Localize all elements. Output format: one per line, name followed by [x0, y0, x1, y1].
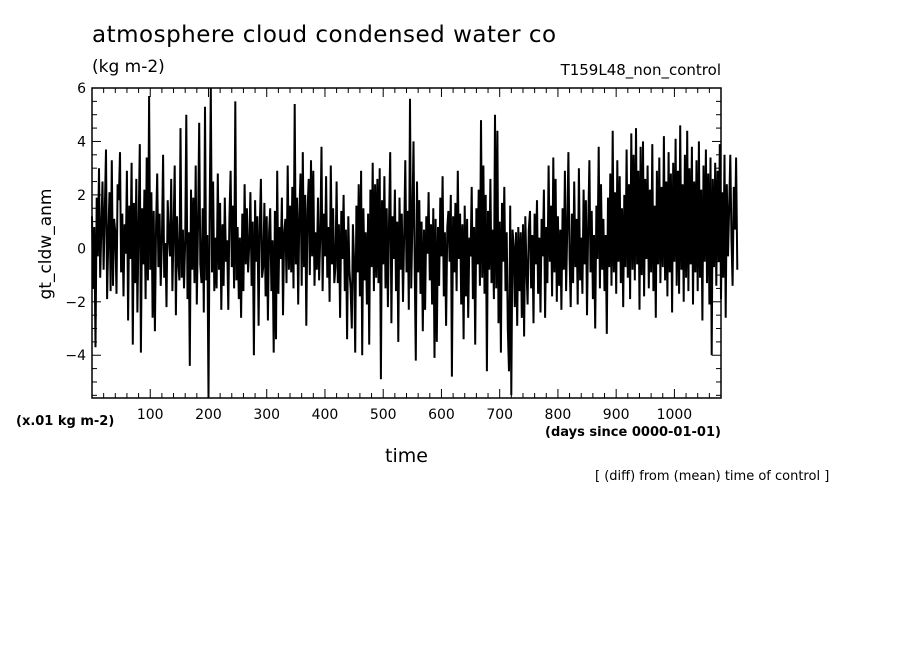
y-tick-label: −2 — [65, 295, 86, 311]
x-tick-label: 600 — [428, 407, 455, 423]
x-tick-label: 100 — [137, 407, 164, 423]
y-tick-label: 0 — [77, 241, 86, 257]
y-tick-label: 2 — [77, 188, 86, 204]
run-label: T159L48_non_control — [560, 61, 721, 79]
y-tick-label: 4 — [77, 134, 86, 150]
y-tick-label: −4 — [65, 348, 86, 364]
chart-title: atmosphere cloud condensed water co — [92, 22, 557, 48]
y-scale-label: (x.01 kg m-2) — [16, 414, 115, 429]
x-tick-label: 700 — [486, 407, 513, 423]
x-tick-label: 800 — [545, 407, 572, 423]
x-tick-label: 500 — [370, 407, 397, 423]
x-tick-label: 900 — [603, 407, 630, 423]
x-tick-label: 200 — [195, 407, 222, 423]
y-tick-label: 6 — [77, 81, 86, 97]
x-tick-label: 300 — [253, 407, 280, 423]
series-line-0 — [91, 87, 739, 399]
x-tick-label: 1000 — [657, 407, 693, 423]
note-label: [ (diff) from (mean) time of control ] — [595, 469, 830, 484]
x-units-label: (days since 0000-01-01) — [545, 425, 721, 440]
x-tick-label: 400 — [312, 407, 339, 423]
units-label: (kg m-2) — [92, 57, 165, 77]
x-axis-label: time — [385, 445, 428, 467]
